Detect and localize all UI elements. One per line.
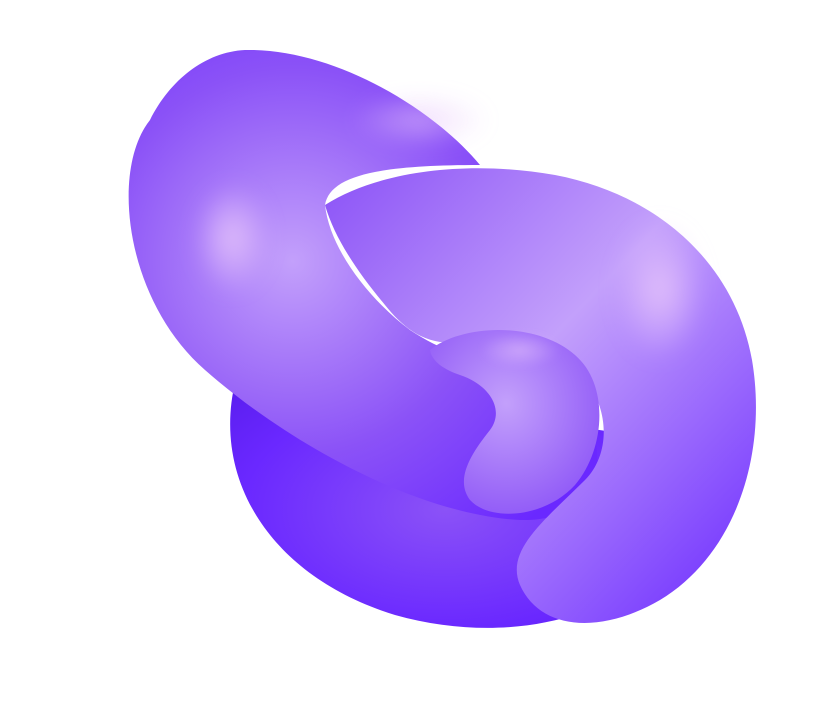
knot-inner-core <box>430 330 600 514</box>
knot-highlight-top <box>350 92 490 148</box>
knot-highlight-core <box>480 332 560 368</box>
knot-highlight-left <box>194 183 270 293</box>
knot-outer-loop <box>128 49 598 521</box>
knot-highlight-right <box>615 220 705 360</box>
